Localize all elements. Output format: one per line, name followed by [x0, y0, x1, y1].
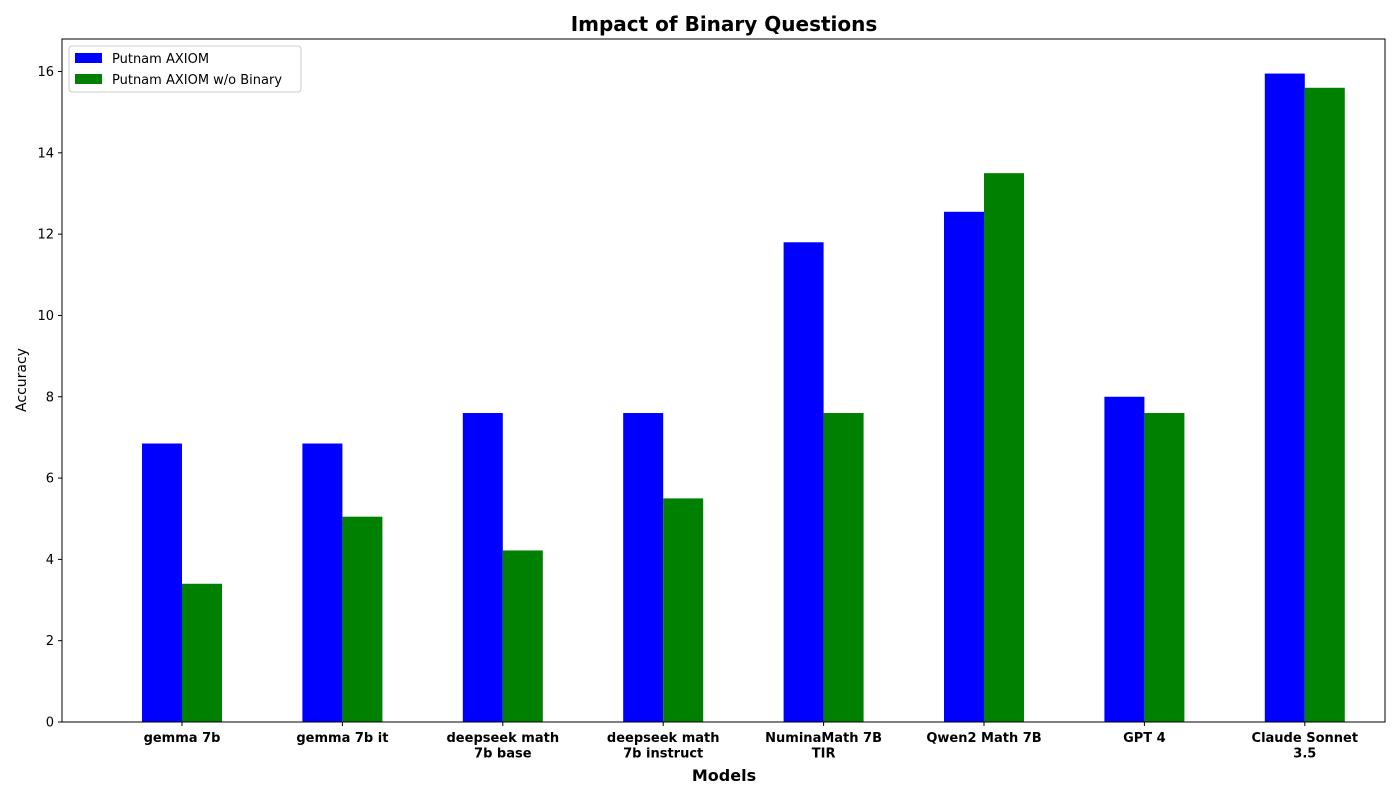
legend: Putnam AXIOM Putnam AXIOM w/o Binary — [68, 45, 302, 93]
x-axis: gemma 7b gemma 7b it deepseek math 7b base d… — [144, 722, 1358, 762]
x-tick-label-numinamath-7b-tir: NuminaMath 7B TIR — [765, 731, 882, 762]
y-tick-label: 2 — [46, 634, 54, 649]
x-tick-label-claude-sonnet-3-5: Claude Sonnet 3.5 — [1252, 731, 1359, 762]
chart-title: Impact of Binary Questions — [571, 12, 878, 36]
y-tick-label: 14 — [37, 146, 54, 161]
y-tick-label: 12 — [37, 228, 54, 243]
bar-putnam-axiom-w-o-binary-numinamath-7b-tir — [823, 413, 864, 722]
y-tick-label: 6 — [46, 472, 54, 487]
bar-putnam-axiom-w-o-binary-gemma-7b-it — [342, 516, 383, 722]
legend-swatch-putnam-axiom — [75, 53, 102, 63]
x-tick-label-qwen2-math-7b: Qwen2 Math 7B — [926, 731, 1041, 746]
bar-putnam-axiom-gemma-7b — [142, 443, 182, 722]
bar-putnam-axiom-w-o-binary-claude-sonnet-3-5 — [1304, 87, 1345, 723]
y-tick-label: 0 — [46, 716, 54, 731]
legend-swatch-putnam-axiom-wo-binary — [75, 74, 102, 84]
bar-putnam-axiom-gemma-7b-it — [302, 443, 343, 722]
bar-putnam-axiom-w-o-binary-gpt-4 — [1144, 413, 1185, 722]
bars-group — [142, 73, 1345, 723]
y-tick-label: 4 — [46, 553, 54, 568]
bar-putnam-axiom-w-o-binary-qwen2-math-7b — [984, 173, 1024, 723]
y-tick-label: 8 — [46, 390, 54, 405]
x-tick-label-gemma-7b-it: gemma 7b it — [296, 731, 388, 746]
bar-putnam-axiom-w-o-binary-gemma-7b — [182, 583, 222, 722]
y-tick-label: 10 — [37, 309, 54, 324]
x-tick-label-deepseek-math-7b-instruct: deepseek math 7b instruct — [607, 731, 720, 762]
bar-putnam-axiom-w-o-binary-deepseek-math-7b-instruct — [663, 498, 704, 722]
legend-label-putnam-axiom-wo-binary: Putnam AXIOM w/o Binary — [112, 73, 282, 88]
bar-putnam-axiom-deepseek-math-7b-instruct — [623, 413, 664, 722]
plot-frame — [61, 38, 1386, 723]
x-tick-label-gemma-7b: gemma 7b — [144, 731, 221, 746]
y-axis-label: Accuracy — [14, 348, 30, 412]
bar-putnam-axiom-w-o-binary-deepseek-math-7b-base — [502, 550, 543, 722]
bar-putnam-axiom-numinamath-7b-tir — [783, 242, 824, 722]
legend-label-putnam-axiom: Putnam AXIOM — [112, 52, 209, 67]
y-tick-label: 16 — [37, 65, 54, 80]
bar-putnam-axiom-claude-sonnet-3-5 — [1264, 73, 1305, 723]
bar-putnam-axiom-gpt-4 — [1104, 396, 1145, 722]
x-axis-label: Models — [692, 766, 756, 785]
bar-putnam-axiom-deepseek-math-7b-base — [462, 413, 503, 722]
bar-putnam-axiom-qwen2-math-7b — [944, 211, 984, 722]
x-tick-label-gpt-4: GPT 4 — [1123, 731, 1166, 746]
y-axis: 0 2 4 6 8 10 12 14 16 — [37, 65, 62, 731]
x-tick-label-deepseek-math-7b-base: deepseek math 7b base — [447, 731, 560, 762]
legend-frame — [68, 45, 302, 93]
